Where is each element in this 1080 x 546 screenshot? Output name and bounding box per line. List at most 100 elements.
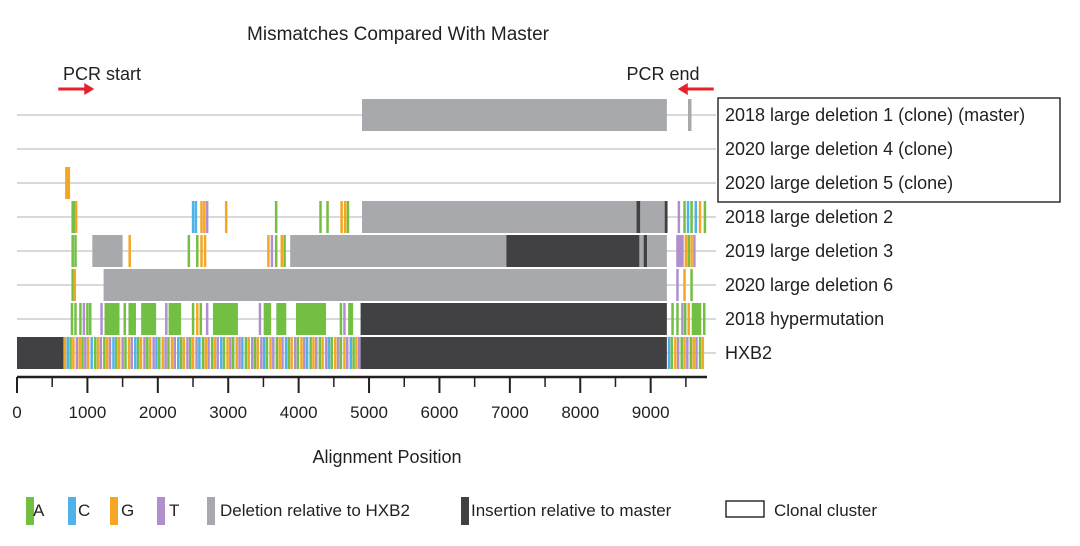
mismatch-T xyxy=(238,337,241,369)
mismatch-A xyxy=(244,337,248,369)
mismatch-A xyxy=(222,337,226,369)
row-label: 2020 large deletion 6 xyxy=(725,275,893,295)
mismatch-C xyxy=(155,337,158,369)
mismatch-G xyxy=(74,201,78,233)
deletion-block xyxy=(362,99,667,131)
mismatch-G xyxy=(65,167,71,199)
mismatch-C xyxy=(90,337,93,369)
mismatch-A xyxy=(146,337,149,369)
mismatch-T xyxy=(164,337,167,369)
mismatch-A xyxy=(689,337,693,369)
mismatch-C xyxy=(66,337,69,369)
mismatch-A xyxy=(703,201,707,233)
x-tick-label: 5000 xyxy=(350,403,388,422)
insertion-block xyxy=(643,235,648,267)
mismatch-T xyxy=(346,337,349,369)
mismatch-A xyxy=(691,303,700,335)
mismatch-A xyxy=(136,337,140,369)
deletion-block xyxy=(639,235,644,267)
mismatch-A xyxy=(201,337,205,369)
legend-swatch-G xyxy=(110,497,118,525)
mismatch-A xyxy=(74,303,77,335)
mismatch-A xyxy=(141,303,157,335)
mismatch-A xyxy=(330,337,334,369)
mismatch-T xyxy=(229,337,232,369)
mismatch-G xyxy=(224,201,228,233)
mismatch-G xyxy=(312,337,315,369)
mismatch-T xyxy=(207,337,210,369)
mismatch-G xyxy=(256,337,260,369)
mismatch-G xyxy=(139,337,143,369)
mismatch-A xyxy=(73,201,77,233)
deletion-block xyxy=(647,235,667,267)
mismatch-T xyxy=(84,337,87,369)
mismatch-A xyxy=(339,337,343,369)
mismatch-A xyxy=(326,201,329,233)
clonal-cluster-box xyxy=(717,97,1061,203)
mismatch-G xyxy=(343,201,347,233)
mismatch-A xyxy=(309,337,312,369)
mismatch-G xyxy=(200,201,203,233)
insertion-block xyxy=(360,303,667,335)
mismatch-G xyxy=(148,337,152,369)
mismatch-A xyxy=(71,235,74,267)
mismatch-A xyxy=(690,269,693,301)
mismatch-G xyxy=(683,269,686,301)
mismatch-A xyxy=(89,303,92,335)
chart-title: Mismatches Compared With Master xyxy=(247,24,550,45)
mismatch-A xyxy=(81,337,84,369)
mismatch-A xyxy=(276,303,287,335)
mismatch-G xyxy=(128,235,131,267)
mismatch-G xyxy=(687,303,690,335)
mismatch-G xyxy=(684,235,688,267)
row-label: 2019 large deletion 3 xyxy=(725,241,893,261)
x-tick-label: 8000 xyxy=(561,403,599,422)
mismatch-G xyxy=(334,337,337,369)
mismatch-A xyxy=(698,337,702,369)
mismatch-G xyxy=(692,337,695,369)
x-tick-label: 2000 xyxy=(139,403,177,422)
x-tick-label: 4000 xyxy=(280,403,318,422)
mismatch-G xyxy=(105,337,109,369)
mismatch-G xyxy=(267,235,270,267)
mismatch-C xyxy=(177,337,180,369)
mismatch-C xyxy=(191,201,195,233)
mismatch-A xyxy=(702,303,706,335)
mismatch-G xyxy=(701,337,705,369)
mismatch-C xyxy=(241,337,244,369)
mismatch-A xyxy=(671,303,674,335)
mismatch-G xyxy=(78,337,81,369)
x-tick-label: 0 xyxy=(12,403,21,422)
mismatch-T xyxy=(693,235,696,267)
legend-swatch-cluster xyxy=(725,500,765,518)
mismatch-T xyxy=(336,337,340,369)
mismatch-A xyxy=(283,235,286,267)
mismatch-T xyxy=(108,337,112,369)
mismatch-T xyxy=(695,337,698,369)
mismatch-A xyxy=(128,303,136,335)
mismatch-G xyxy=(127,337,131,369)
mismatch-T xyxy=(272,337,275,369)
mismatch-G xyxy=(204,337,207,369)
mismatch-T xyxy=(216,337,219,369)
mismatch-T xyxy=(343,303,346,335)
x-tick-label: 3000 xyxy=(209,403,247,422)
mismatch-A xyxy=(196,235,199,267)
mismatch-G xyxy=(96,337,100,369)
mismatch-T xyxy=(100,303,103,335)
mismatch-G xyxy=(203,201,206,233)
mismatch-A xyxy=(103,337,106,369)
x-tick-label: 7000 xyxy=(491,403,529,422)
mismatch-G xyxy=(73,269,77,301)
deletion-block xyxy=(687,99,692,131)
mismatch-A xyxy=(352,337,355,369)
mismatch-A xyxy=(210,337,214,369)
mismatch-A xyxy=(698,303,702,335)
mismatch-A xyxy=(199,303,203,335)
mismatch-A xyxy=(167,337,170,369)
pcr-start-label: PCR start xyxy=(63,64,141,84)
pcr-end-arrowhead xyxy=(677,83,688,95)
legend-label-deletion: Deletion relative to HXB2 xyxy=(220,501,410,520)
mismatch-A xyxy=(191,303,195,335)
mismatch-T xyxy=(99,337,103,369)
